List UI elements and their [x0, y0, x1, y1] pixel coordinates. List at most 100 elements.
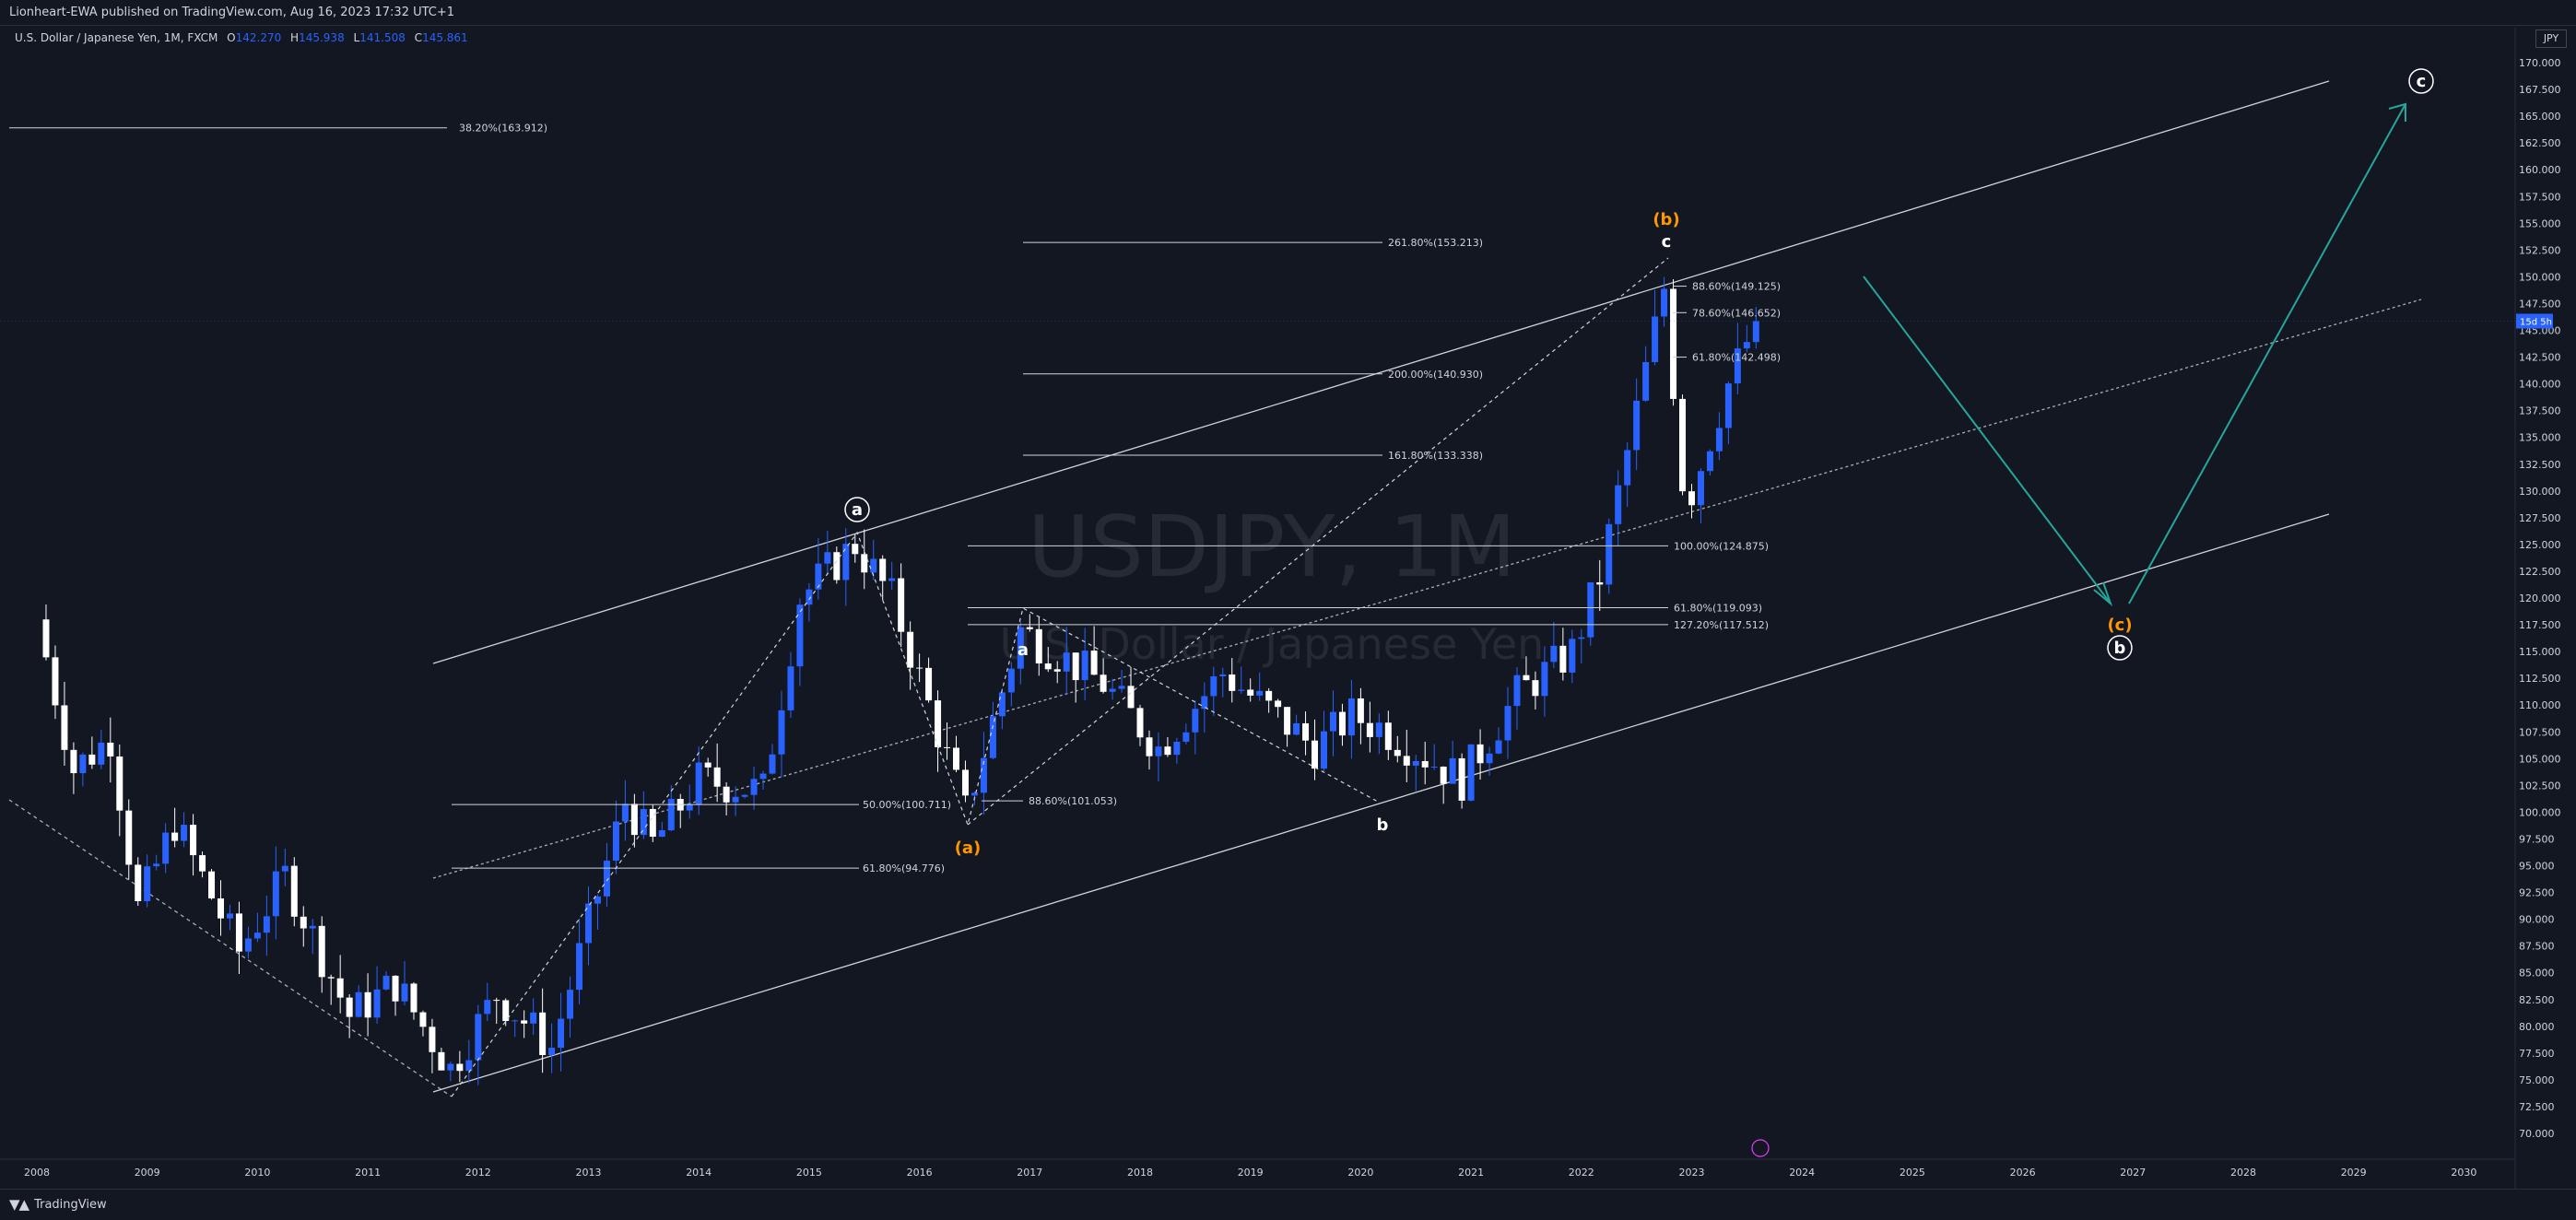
candle-body [1467, 744, 1475, 801]
wave-label[interactable]: a [1017, 640, 1029, 660]
candle-body [1440, 766, 1447, 784]
wave-label-circle [844, 497, 870, 522]
candle-body [1541, 662, 1548, 697]
candle-body [548, 1048, 556, 1056]
wave-path-b[interactable] [967, 257, 1669, 826]
candle-body [649, 808, 656, 838]
fib-label: 38.20%(163.912) [459, 123, 547, 135]
wave-labels[interactable]: a (a) a b (b) c (c) b c [844, 68, 2434, 1157]
last-price-tag[interactable] [2516, 313, 2553, 329]
candle-body [1321, 731, 1327, 769]
low-value: 141.508 [359, 31, 406, 44]
candle-body [925, 667, 933, 701]
wave-label[interactable]: a [852, 500, 863, 520]
price-tick-label: 77.500 [2519, 1048, 2555, 1060]
left-trend-line[interactable] [8, 799, 453, 1097]
time-tick-label: 2008 [24, 1167, 50, 1179]
candle-body [1338, 711, 1346, 736]
candle-body [1688, 491, 1695, 506]
price-tick-label: 107.500 [2519, 726, 2561, 738]
candles [42, 276, 1759, 1085]
time-tick-label: 2013 [576, 1167, 602, 1179]
wave-lines[interactable] [451, 102, 2406, 1097]
upper-channel-line[interactable] [432, 80, 2330, 664]
time-axis[interactable]: 2008 2009 2010 2011 2012 2013 2014 2015 2016 2017… [0, 1158, 2515, 1179]
wave-path-abc[interactable] [451, 531, 1379, 1097]
time-tick-label: 2009 [135, 1167, 160, 1179]
price-tick-label: 102.500 [2519, 780, 2561, 792]
watermark-description: U.S. Dollar / Japanese Yen [1000, 619, 1545, 669]
candle-body [521, 1020, 528, 1024]
candle-body [52, 657, 59, 706]
candle-body [1706, 451, 1713, 472]
candle-body [263, 916, 270, 933]
candle-body [1421, 760, 1429, 768]
price-tick-label: 87.500 [2519, 941, 2555, 953]
candle-body [1715, 428, 1723, 452]
time-tick-label: 2018 [1127, 1167, 1153, 1179]
price-tick-label: 90.000 [2519, 914, 2555, 926]
candle-body [1017, 627, 1024, 669]
wave-label[interactable]: c [1662, 232, 1672, 252]
candle-body [456, 1063, 464, 1072]
publisher-line: Lionheart-EWA published on TradingView.c… [9, 6, 455, 19]
wave-label-circle [2107, 635, 2133, 661]
candle-body [989, 716, 996, 758]
candle-body [1394, 749, 1401, 757]
candle-body [199, 855, 206, 872]
lower-channel-line[interactable] [432, 513, 2330, 1093]
brand[interactable]: ▼▲ TradingView [9, 1190, 107, 1220]
candle-body [1035, 628, 1042, 664]
candle-body [1053, 669, 1061, 672]
candle-body [1312, 740, 1319, 769]
candle-body [1550, 645, 1558, 663]
price-tick-label: 80.000 [2519, 1021, 2555, 1033]
candle-body [162, 832, 170, 864]
event-marker-icon[interactable] [1751, 1139, 1770, 1157]
wave-label[interactable]: (a) [955, 839, 982, 858]
symbol-legend[interactable]: U.S. Dollar / Japanese Yen, 1M, FXCM O 14… [15, 31, 468, 44]
candle-body [125, 810, 133, 865]
open-label: O [227, 31, 236, 44]
median-channel-line[interactable] [432, 299, 2422, 879]
wave-label[interactable]: c [2417, 72, 2427, 91]
candle-body [1136, 708, 1144, 738]
wave-label[interactable]: b [1377, 815, 1389, 835]
candle-body [842, 544, 850, 581]
fib-label: 61.80%(119.093) [1674, 603, 1762, 615]
fib-levels[interactable]: 38.20%(163.912) 261.80%(153.213) 200.00%(1… [9, 123, 1781, 874]
time-tick-label: 2017 [1017, 1167, 1042, 1179]
candle-body [1661, 288, 1668, 317]
candle-body [935, 700, 942, 747]
projection-arrow-down[interactable] [1863, 276, 2111, 604]
fib-label: 61.80%(94.776) [863, 862, 945, 874]
price-tick-label: 140.000 [2519, 379, 2561, 391]
price-axis[interactable]: 170.000 167.500 165.000 162.500 160.000 157.5… [0, 28, 2561, 1189]
wave-label[interactable]: b [2114, 639, 2126, 658]
wave-label[interactable]: (b) [1653, 210, 1679, 229]
candle-body [1347, 698, 1355, 736]
candle-body [88, 754, 96, 765]
candle-body [769, 754, 776, 774]
candle-body [1486, 753, 1493, 764]
time-tick-label: 2023 [1679, 1167, 1705, 1179]
candle-body [888, 578, 896, 581]
candle-body [667, 799, 675, 831]
symbol-title[interactable]: U.S. Dollar / Japanese Yen, 1M, FXCM [15, 31, 218, 44]
candle-body [1275, 700, 1282, 708]
price-tick-label: 125.000 [2519, 539, 2561, 551]
candle-body [1403, 756, 1410, 766]
wave-label[interactable]: (c) [2107, 616, 2132, 635]
candle-body [567, 990, 574, 1019]
channel-lines[interactable] [8, 80, 2422, 1097]
candle-body [630, 804, 638, 836]
candle-body [1100, 675, 1107, 692]
currency-button[interactable]: JPY [2535, 29, 2567, 48]
candle-body [1164, 746, 1171, 756]
candle-body [493, 1000, 500, 1002]
candle-body [98, 742, 105, 765]
projection-arrow-up[interactable] [2128, 103, 2406, 604]
candle-body [1329, 711, 1336, 732]
candle-body [355, 991, 362, 1017]
